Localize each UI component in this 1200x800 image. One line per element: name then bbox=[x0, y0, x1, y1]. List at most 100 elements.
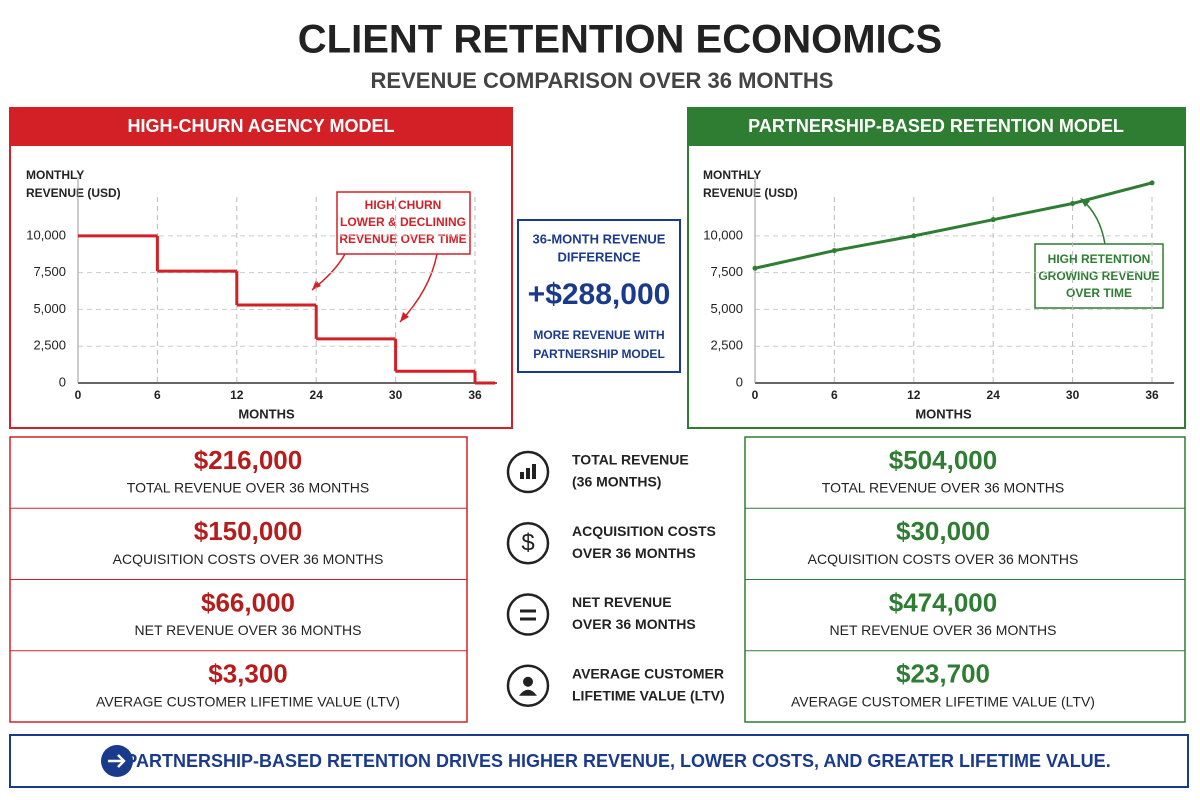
metric-value: $3,300 bbox=[208, 659, 288, 689]
icon-ring bbox=[506, 664, 550, 707]
icon-ring bbox=[506, 450, 550, 494]
annotation: HIGH CHURN bbox=[365, 198, 442, 212]
icon-line bbox=[520, 609, 536, 613]
metric-value: $474,000 bbox=[889, 587, 997, 617]
y-tick-label: 10,000 bbox=[703, 227, 743, 242]
y-axis-label: REVENUE (USD) bbox=[703, 186, 798, 200]
x-tick-label: 6 bbox=[154, 388, 161, 402]
line-point bbox=[1070, 200, 1076, 206]
x-axis-label: MONTHS bbox=[915, 406, 972, 421]
x-tick-label: 24 bbox=[310, 388, 324, 402]
y-tick-label: 2,500 bbox=[33, 338, 66, 353]
metric-value: $66,000 bbox=[201, 587, 295, 617]
metric-value: $30,000 bbox=[896, 516, 990, 546]
metric-label: ACQUISITION COSTS OVER 36 MONTHS bbox=[113, 551, 384, 567]
panel-border bbox=[9, 107, 513, 429]
annotation: OVER TIME bbox=[1066, 286, 1132, 300]
arrow-head bbox=[400, 312, 409, 322]
y-tick-label: 0 bbox=[59, 374, 66, 389]
metric-label: ACQUISITION COSTS OVER 36 MONTHS bbox=[808, 551, 1079, 567]
line-point bbox=[990, 217, 996, 223]
panel-title: HIGH-CHURN AGENCY MODEL bbox=[127, 116, 394, 136]
metric-name: OVER 36 MONTHS bbox=[572, 545, 696, 561]
x-tick-label: 36 bbox=[468, 388, 482, 402]
annotation: LOWER & DECLINING bbox=[340, 215, 466, 229]
metric-value: $216,000 bbox=[194, 445, 302, 475]
metric-label: NET REVENUE OVER 36 MONTHS bbox=[830, 622, 1057, 638]
icon-line bbox=[520, 617, 536, 621]
metric-label: NET REVENUE OVER 36 MONTHS bbox=[135, 622, 362, 638]
y-axis-label: MONTHLY bbox=[26, 168, 84, 182]
y-tick-label: 5,000 bbox=[710, 301, 743, 316]
icon-bar bbox=[520, 472, 524, 479]
icon-ring bbox=[506, 522, 550, 565]
metric-label: AVERAGE CUSTOMER LIFETIME VALUE (LTV) bbox=[96, 693, 400, 709]
difference-note: PARTNERSHIP MODEL bbox=[533, 347, 665, 361]
arrow bbox=[1081, 199, 1106, 245]
footer-text: PARTNERSHIP-BASED RETENTION DRIVES HIGHE… bbox=[125, 751, 1110, 771]
arrow-head bbox=[312, 280, 321, 290]
metric-name: TOTAL REVENUE bbox=[572, 452, 689, 468]
metric-value: $23,700 bbox=[896, 659, 990, 689]
metric-name: OVER 36 MONTHS bbox=[572, 616, 696, 632]
annotation-box bbox=[1034, 243, 1164, 309]
panel-title: PARTNERSHIP-BASED RETENTION MODEL bbox=[748, 116, 1124, 136]
icon-body bbox=[519, 689, 537, 696]
y-tick-label: 5,000 bbox=[33, 301, 66, 316]
metric-value: $150,000 bbox=[194, 516, 302, 546]
x-tick-label: 0 bbox=[75, 388, 82, 402]
x-tick-label: 6 bbox=[831, 388, 838, 402]
icon-bar bbox=[532, 464, 536, 479]
arrow bbox=[399, 253, 438, 323]
x-tick-label: 12 bbox=[230, 388, 244, 402]
metric-name: NET REVENUE bbox=[572, 594, 672, 610]
metric-value: $504,000 bbox=[889, 445, 997, 475]
y-tick-label: 7,500 bbox=[710, 264, 743, 279]
y-axis-label: REVENUE (USD) bbox=[26, 186, 121, 200]
annotation: REVENUE OVER TIME bbox=[339, 232, 466, 246]
panel-header bbox=[688, 108, 1185, 146]
metric-name: ACQUISITION COSTS bbox=[572, 523, 716, 539]
annotation-box bbox=[336, 191, 471, 255]
icon-glyph: $ bbox=[521, 530, 534, 557]
title: CLIENT RETENTION ECONOMICS bbox=[298, 18, 942, 62]
line-point bbox=[1149, 180, 1155, 186]
x-tick-label: 12 bbox=[907, 388, 921, 402]
difference-heading: 36-MONTH REVENUE bbox=[533, 231, 666, 246]
icon-bar bbox=[526, 468, 530, 479]
y-tick-label: 10,000 bbox=[26, 227, 66, 242]
difference-amount: +$288,000 bbox=[528, 278, 671, 311]
y-tick-label: 7,500 bbox=[33, 264, 66, 279]
x-tick-label: 30 bbox=[389, 388, 403, 402]
line-point bbox=[831, 248, 837, 254]
x-tick-label: 24 bbox=[987, 388, 1001, 402]
annotation: HIGH RETENTION bbox=[1048, 252, 1151, 266]
panel-header bbox=[10, 108, 512, 146]
difference-heading: DIFFERENCE bbox=[557, 249, 640, 264]
difference-box bbox=[517, 219, 681, 373]
metric-name: LIFETIME VALUE (LTV) bbox=[572, 687, 725, 703]
footer-box bbox=[9, 734, 1189, 788]
metric-name: AVERAGE CUSTOMER bbox=[572, 665, 724, 681]
line-point bbox=[752, 265, 758, 271]
x-tick-label: 0 bbox=[752, 388, 759, 402]
icon-head bbox=[523, 676, 533, 687]
x-tick-label: 30 bbox=[1066, 388, 1080, 402]
line-point bbox=[911, 233, 917, 239]
y-tick-label: 0 bbox=[736, 374, 743, 389]
x-axis-label: MONTHS bbox=[238, 406, 295, 421]
y-tick-label: 2,500 bbox=[710, 338, 743, 353]
metric-name: (36 MONTHS) bbox=[572, 474, 661, 490]
difference-note: MORE REVENUE WITH bbox=[533, 328, 664, 342]
metric-label: TOTAL REVENUE OVER 36 MONTHS bbox=[822, 480, 1064, 496]
icon-ring bbox=[506, 593, 550, 636]
metric-label: TOTAL REVENUE OVER 36 MONTHS bbox=[127, 480, 369, 496]
x-tick-label: 36 bbox=[1145, 388, 1159, 402]
annotation: GROWING REVENUE bbox=[1038, 269, 1159, 283]
footer-arrow bbox=[108, 754, 126, 768]
line bbox=[754, 181, 1153, 270]
metric-label: AVERAGE CUSTOMER LIFETIME VALUE (LTV) bbox=[791, 693, 1095, 709]
y-axis-label: MONTHLY bbox=[703, 168, 761, 182]
